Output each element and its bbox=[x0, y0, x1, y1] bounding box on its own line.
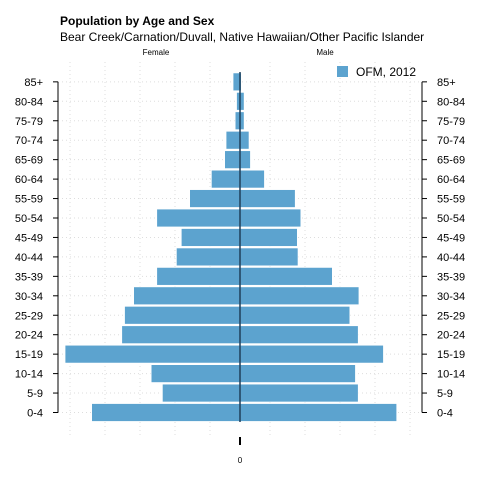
y-tick-label-left: 10-14 bbox=[15, 369, 43, 381]
y-tick-label-left: 75-79 bbox=[15, 116, 43, 128]
bar-female-40-44 bbox=[175, 247, 241, 267]
bar-female-70-74 bbox=[225, 130, 241, 150]
y-tick-label-right: 30-34 bbox=[437, 291, 465, 303]
y-tick-label-right: 5-9 bbox=[437, 388, 453, 400]
y-tick-label-right: 40-44 bbox=[437, 252, 465, 264]
female-label: Female bbox=[143, 48, 170, 57]
y-tick-label-left: 40-44 bbox=[15, 252, 43, 264]
y-tick-label-left: 25-29 bbox=[15, 310, 43, 322]
bar-female-45-49 bbox=[180, 228, 241, 247]
y-tick-label-left: 85+ bbox=[24, 77, 43, 89]
bar-male-30-34 bbox=[239, 286, 360, 306]
y-tick-label-right: 65-69 bbox=[437, 155, 465, 167]
bar-female-55-59 bbox=[189, 189, 241, 208]
y-tick-label-right: 70-74 bbox=[437, 135, 465, 147]
legend-swatch bbox=[337, 66, 348, 77]
x-tick-label: 0 bbox=[238, 456, 243, 465]
y-tick-label-right: 50-54 bbox=[437, 213, 465, 225]
y-tick-label-left: 60-64 bbox=[15, 174, 43, 186]
y-tick-label-left: 20-24 bbox=[15, 330, 43, 342]
y-tick-label-left: 80-84 bbox=[15, 96, 43, 108]
bar-male-0-4 bbox=[239, 403, 398, 422]
bar-male-60-64 bbox=[239, 169, 265, 189]
y-tick-label-left: 65-69 bbox=[15, 155, 43, 167]
y-tick-label-right: 45-49 bbox=[437, 232, 465, 244]
bar-female-60-64 bbox=[210, 169, 241, 189]
bar-male-15-19 bbox=[239, 344, 384, 364]
y-tick-label-right: 35-39 bbox=[437, 271, 465, 283]
bar-female-20-24 bbox=[121, 325, 241, 345]
bar-female-5-9 bbox=[161, 383, 241, 403]
bar-male-45-49 bbox=[239, 228, 298, 247]
y-tick-label-right: 25-29 bbox=[437, 310, 465, 322]
bar-male-35-39 bbox=[239, 266, 333, 286]
y-tick-label-right: 75-79 bbox=[437, 116, 465, 128]
bar-male-20-24 bbox=[239, 325, 359, 345]
y-tick-label-left: 35-39 bbox=[15, 271, 43, 283]
y-tick-label-right: 10-14 bbox=[437, 369, 465, 381]
y-tick-label-right: 0-4 bbox=[437, 408, 453, 420]
legend: OFM, 2012 bbox=[337, 65, 416, 79]
bar-female-10-14 bbox=[150, 364, 241, 384]
bar-female-15-19 bbox=[64, 344, 241, 364]
bar-male-5-9 bbox=[239, 383, 359, 403]
y-tick-label-left: 55-59 bbox=[15, 194, 43, 206]
y-tick-label-left: 5-9 bbox=[27, 388, 43, 400]
bar-female-65-69 bbox=[224, 150, 241, 170]
bar-layer bbox=[64, 72, 398, 422]
y-tick-label-right: 60-64 bbox=[437, 174, 465, 186]
bar-female-50-54 bbox=[156, 208, 241, 228]
y-tick-label-right: 80-84 bbox=[437, 96, 465, 108]
y-tick-label-right: 15-19 bbox=[437, 349, 465, 361]
bar-male-65-69 bbox=[239, 150, 251, 170]
bar-male-10-14 bbox=[239, 364, 356, 384]
y-tick-label-left: 30-34 bbox=[15, 291, 43, 303]
y-tick-label-right: 20-24 bbox=[437, 330, 465, 342]
chart-title: Population by Age and Sex bbox=[60, 14, 215, 28]
male-label: Male bbox=[316, 48, 334, 57]
bar-male-50-54 bbox=[239, 208, 302, 228]
legend-label: OFM, 2012 bbox=[356, 65, 416, 79]
y-tick-label-right: 55-59 bbox=[437, 194, 465, 206]
bar-female-30-34 bbox=[133, 286, 241, 306]
bar-female-0-4 bbox=[91, 403, 241, 422]
bar-male-40-44 bbox=[239, 247, 299, 267]
bar-female-35-39 bbox=[156, 266, 241, 286]
y-tick-label-left: 70-74 bbox=[15, 135, 43, 147]
y-tick-label-right: 85+ bbox=[437, 77, 456, 89]
bar-female-25-29 bbox=[124, 305, 241, 325]
bar-male-70-74 bbox=[239, 130, 250, 150]
bar-male-55-59 bbox=[239, 189, 296, 208]
y-tick-label-left: 50-54 bbox=[15, 213, 43, 225]
bar-male-25-29 bbox=[239, 305, 351, 325]
chart-subtitle: Bear Creek/Carnation/Duvall, Native Hawa… bbox=[60, 30, 425, 44]
axis-layer: 0-4 0-4 5-9 5-9 10-14 10-14 15-19 15-19 20-24 20-… bbox=[15, 72, 465, 445]
y-tick-label-left: 45-49 bbox=[15, 232, 43, 244]
bar-female-85+ bbox=[232, 72, 241, 92]
y-tick-label-left: 15-19 bbox=[15, 349, 43, 361]
y-tick-label-left: 0-4 bbox=[27, 408, 43, 420]
